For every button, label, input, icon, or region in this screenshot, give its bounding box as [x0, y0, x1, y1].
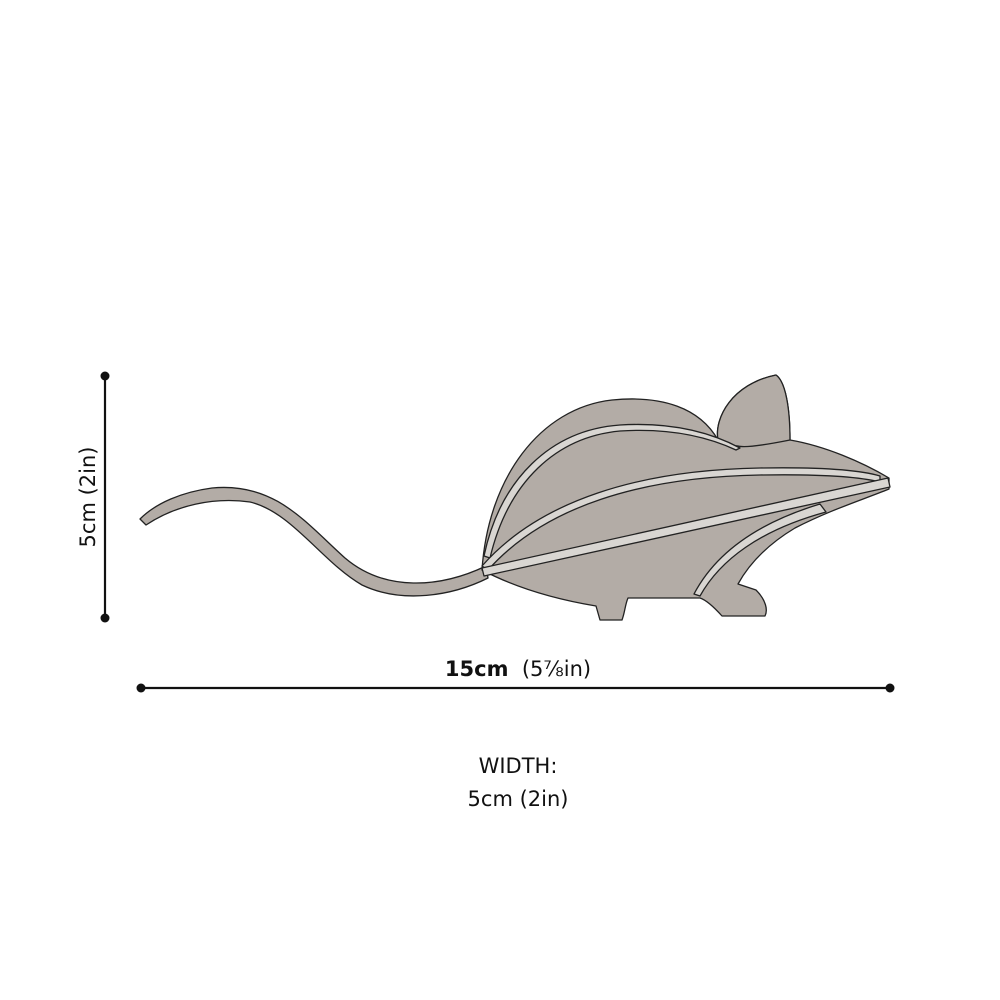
- length-label: 15cm (5⅞in): [0, 657, 1000, 681]
- height-label: 5cm (2in): [76, 446, 100, 548]
- mouse-illustration: [139, 374, 891, 621]
- length-dimension-line: [136, 683, 895, 693]
- mouse-tail: [139, 486, 489, 597]
- mouse-rib-upper: [483, 423, 741, 559]
- length-imperial: (5⅞in): [521, 657, 592, 681]
- mouse-rib-leg: [693, 503, 827, 597]
- mouse-ear: [716, 374, 791, 448]
- mouse-rib-middle: [481, 467, 881, 571]
- length-metric: 15cm: [444, 657, 509, 681]
- width-label: WIDTH: 5cm (2in): [0, 750, 1000, 816]
- mouse-rib-lower: [481, 477, 891, 577]
- width-value: 5cm (2in): [467, 787, 569, 811]
- height-dimension-line: [100, 371, 110, 623]
- width-title: WIDTH:: [478, 754, 558, 778]
